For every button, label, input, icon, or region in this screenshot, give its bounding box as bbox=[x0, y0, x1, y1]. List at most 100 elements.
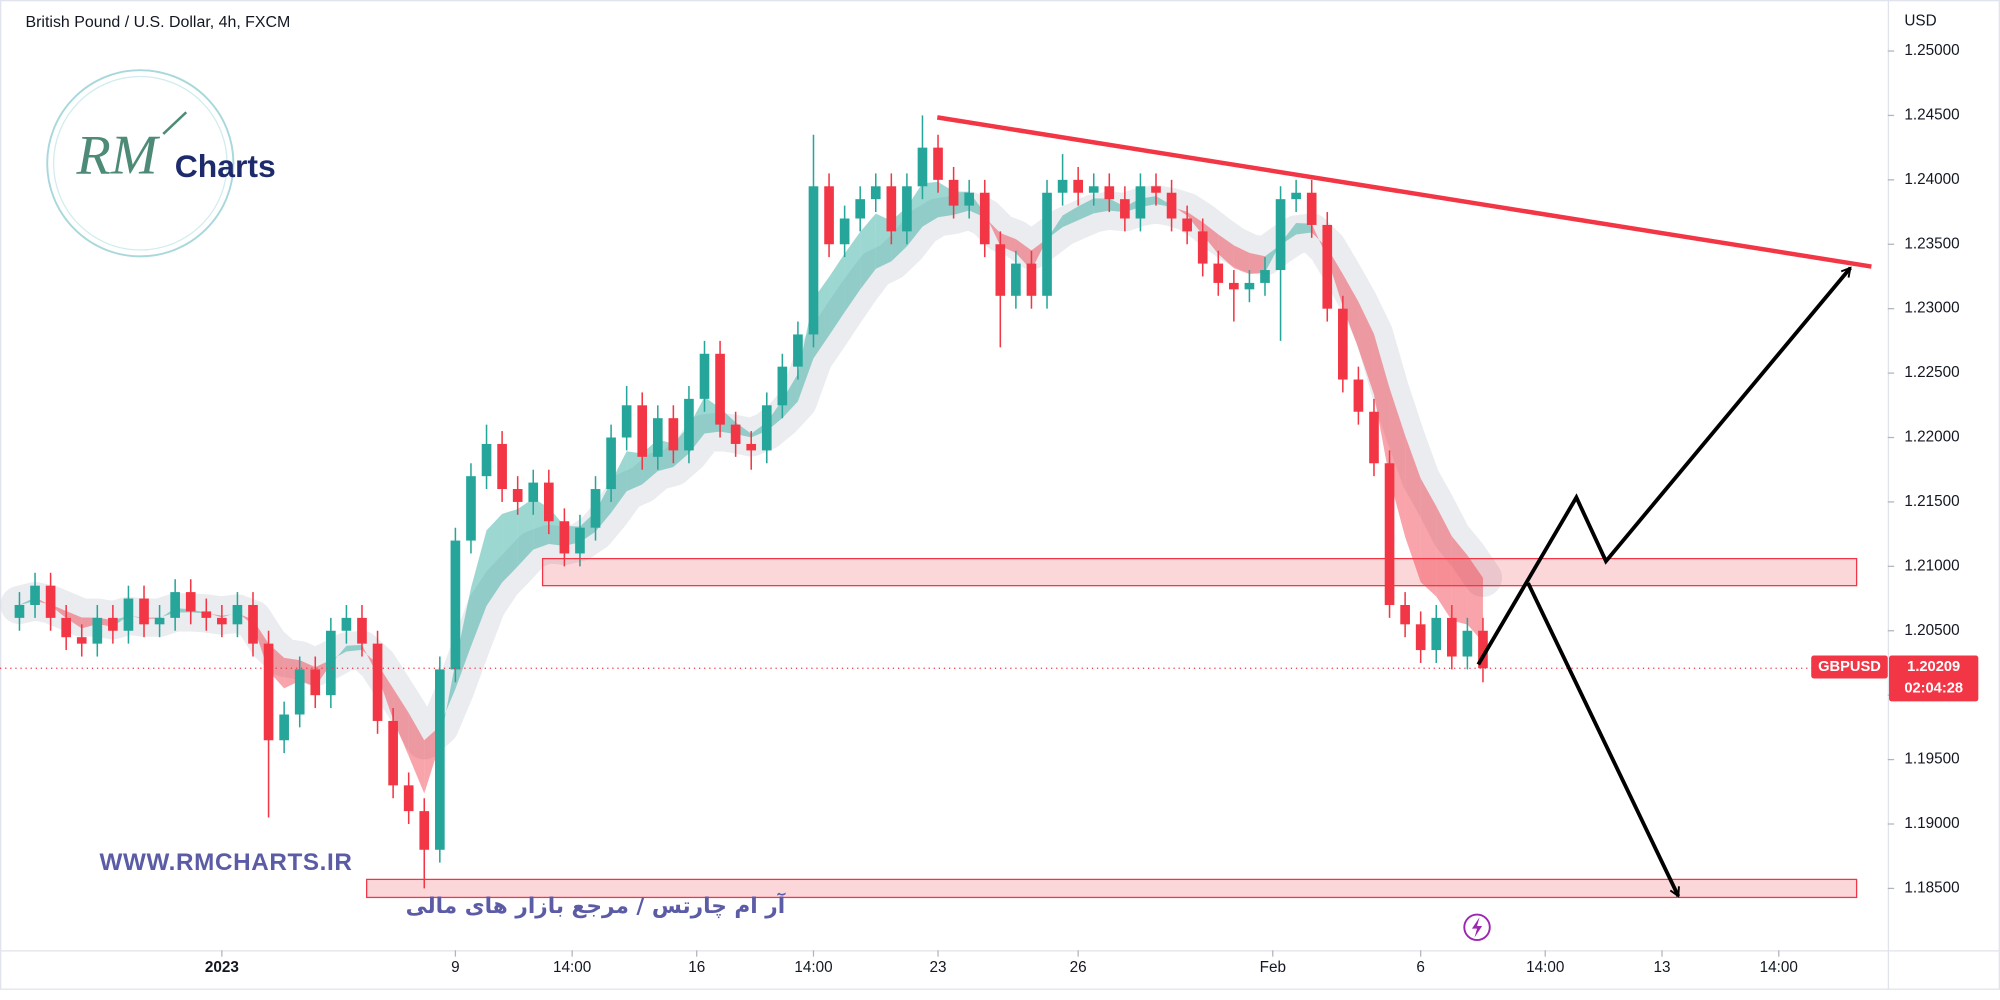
candle-body bbox=[793, 334, 803, 367]
candle-body bbox=[92, 617, 103, 644]
candle-body bbox=[684, 398, 694, 451]
candle-body bbox=[108, 617, 118, 631]
candle-body bbox=[170, 592, 180, 618]
candle-body bbox=[902, 186, 912, 232]
logo-script: RM bbox=[76, 125, 161, 187]
last-price-label: 1.20209 bbox=[1907, 659, 1960, 675]
ma-ribbon bbox=[517, 498, 534, 567]
x-tick-label: 14:00 bbox=[1526, 959, 1564, 976]
ma-ribbon bbox=[1015, 239, 1032, 271]
countdown: 02:04:28 bbox=[1904, 681, 1963, 697]
candle-body bbox=[933, 147, 943, 180]
x-tick-label: 14:00 bbox=[1760, 959, 1798, 976]
candle-body bbox=[279, 714, 289, 741]
zone bbox=[366, 878, 1858, 899]
candle-body bbox=[341, 617, 352, 631]
candle-body bbox=[839, 218, 850, 245]
x-tick-label: 6 bbox=[1416, 959, 1425, 976]
currency-label: USD bbox=[1904, 13, 1936, 30]
x-tick-label: 13 bbox=[1653, 959, 1670, 976]
x-tick-label: 23 bbox=[930, 959, 947, 976]
candle-body bbox=[403, 785, 414, 812]
x-tick-label: 14:00 bbox=[553, 959, 591, 976]
candle-body bbox=[294, 669, 305, 715]
event-icon-bolt bbox=[1471, 917, 1483, 938]
candle-body bbox=[1182, 218, 1192, 232]
ma-ribbon bbox=[1420, 478, 1437, 597]
candle-body bbox=[466, 476, 476, 541]
y-tick-label: 1.23000 bbox=[1904, 300, 1959, 317]
candle-body bbox=[30, 585, 40, 605]
x-tick-label: 9 bbox=[451, 959, 460, 976]
candle-body bbox=[1229, 282, 1239, 290]
ma-ribbon bbox=[1389, 388, 1406, 537]
logo-ring bbox=[52, 75, 228, 251]
y-tick-label: 1.20500 bbox=[1904, 622, 1959, 639]
candle-body bbox=[1244, 282, 1255, 290]
candle-body bbox=[1042, 192, 1052, 296]
candle-body bbox=[76, 637, 87, 644]
symbol-box bbox=[1811, 655, 1888, 679]
candle-body bbox=[1088, 186, 1099, 193]
candle-body bbox=[512, 489, 523, 502]
candle-body bbox=[637, 405, 648, 457]
ma-ribbon bbox=[393, 688, 409, 757]
ma-ribbon bbox=[782, 373, 798, 419]
y-tick-label: 1.24500 bbox=[1904, 106, 1959, 123]
ma-ribbon bbox=[1405, 435, 1421, 583]
ma-ribbon bbox=[1062, 206, 1079, 228]
ma-ribbon bbox=[66, 611, 82, 629]
candle-body bbox=[1369, 411, 1379, 464]
ma-ribbon bbox=[1467, 555, 1483, 643]
candle-body bbox=[1011, 263, 1021, 296]
y-tick-label: 1.23500 bbox=[1904, 235, 1959, 252]
candle-body bbox=[154, 617, 165, 625]
candle-body bbox=[481, 443, 492, 477]
candle-body bbox=[621, 405, 632, 438]
candle-body bbox=[435, 669, 445, 850]
ma-ribbon bbox=[502, 509, 518, 583]
candle-body bbox=[1104, 186, 1115, 200]
projection-arrow bbox=[1476, 268, 1852, 666]
candle-body bbox=[123, 598, 134, 631]
x-tick-label: 16 bbox=[688, 959, 705, 976]
candle-body bbox=[248, 604, 258, 644]
plot-area bbox=[0, 115, 1888, 889]
ma-ribbon bbox=[1358, 301, 1374, 395]
website: WWW.RMCHARTS.IR bbox=[99, 849, 352, 876]
price-box bbox=[1889, 655, 1979, 702]
symbol-label: GBPUSD bbox=[1818, 659, 1881, 675]
candle-body bbox=[185, 592, 196, 612]
ma-ribbon bbox=[1296, 222, 1312, 235]
ma-ribbon bbox=[1342, 274, 1359, 349]
ma-ribbon bbox=[1233, 245, 1250, 275]
zone bbox=[541, 557, 1858, 587]
overlay bbox=[366, 115, 1872, 899]
candle-body bbox=[1151, 186, 1161, 193]
candle-body bbox=[824, 186, 834, 245]
ma-ribbon bbox=[611, 451, 627, 513]
ma-ribbon bbox=[486, 513, 503, 606]
candle-body bbox=[886, 186, 897, 232]
ma-ribbon bbox=[1373, 333, 1390, 479]
y-tick-label: 1.25000 bbox=[1904, 42, 1959, 59]
y-tick-label: 1.19000 bbox=[1904, 815, 1959, 832]
candle-body bbox=[419, 811, 430, 850]
candle-body bbox=[450, 540, 461, 670]
candle-body bbox=[1462, 630, 1473, 657]
candle-body bbox=[388, 720, 398, 786]
ma-ribbon bbox=[1078, 198, 1094, 221]
candle-body bbox=[559, 521, 570, 554]
candle-body bbox=[1306, 192, 1317, 225]
candle-body bbox=[652, 418, 663, 457]
candle-body bbox=[310, 669, 321, 696]
candle-body bbox=[917, 147, 928, 187]
ma-ribbon bbox=[408, 712, 425, 794]
candle-body bbox=[528, 482, 539, 502]
candle-body bbox=[1166, 192, 1177, 219]
ma-ribbon bbox=[1187, 211, 1203, 235]
ma-ribbon bbox=[626, 451, 643, 492]
candle-body bbox=[730, 424, 741, 444]
event-icon[interactable] bbox=[1463, 913, 1491, 942]
